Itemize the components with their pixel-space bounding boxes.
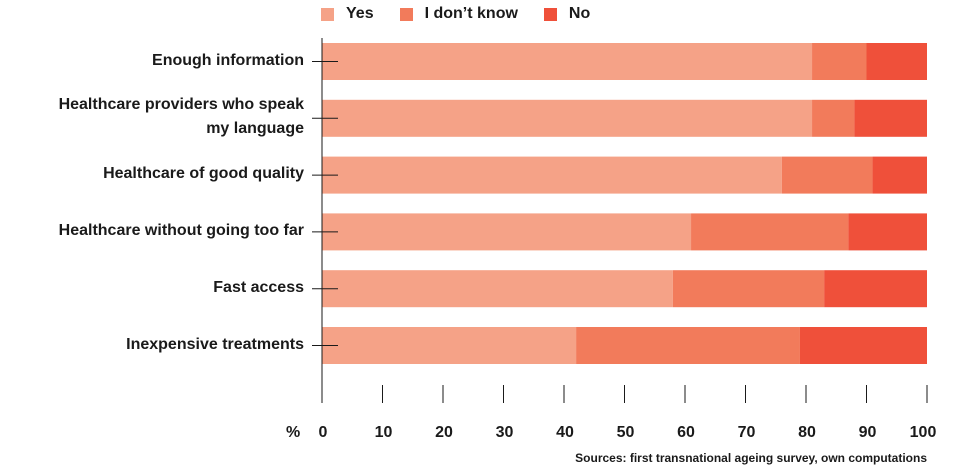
bar-segment-no-1 bbox=[854, 99, 927, 137]
chart-legend: Yes I don’t know No bbox=[321, 5, 616, 23]
category-label-line: Healthcare providers who speak bbox=[58, 96, 304, 114]
bar-segment-no-0 bbox=[866, 43, 927, 80]
legend-label-yes: Yes bbox=[346, 5, 374, 22]
category-label-line: Fast access bbox=[213, 278, 304, 296]
x-tick-label: 0 bbox=[318, 424, 328, 441]
legend-label-no: No bbox=[568, 5, 591, 22]
legend-item-yes: Yes bbox=[321, 5, 374, 23]
x-tick-label: 60 bbox=[677, 424, 695, 441]
x-tick-label: 20 bbox=[435, 424, 453, 441]
bar-segment-no-2 bbox=[872, 156, 927, 194]
x-tick-label: 80 bbox=[798, 424, 816, 441]
category-label-line: Healthcare without going too far bbox=[58, 221, 304, 239]
x-tick-label: 70 bbox=[737, 424, 756, 441]
bar-segment-no-4 bbox=[824, 270, 927, 308]
x-tick-label: 30 bbox=[495, 424, 514, 441]
bar-segment-i-don-t-know-3 bbox=[691, 213, 849, 251]
bar-segment-yes-3 bbox=[322, 213, 692, 251]
x-tick-label: 40 bbox=[556, 424, 574, 441]
bar-segment-no-3 bbox=[848, 213, 927, 251]
category-label: Enough information bbox=[0, 49, 304, 73]
category-label-line: Enough information bbox=[152, 51, 304, 69]
bar-segment-yes-4 bbox=[322, 270, 673, 308]
category-label-line: Healthcare of good quality bbox=[103, 165, 304, 183]
bar-segment-no-5 bbox=[799, 327, 927, 364]
category-label-line: Inexpensive treatments bbox=[126, 335, 304, 353]
category-label-line: my language bbox=[206, 120, 304, 138]
legend-label-dont-know: I don’t know bbox=[424, 5, 518, 22]
legend-item-dont-know: I don’t know bbox=[399, 5, 518, 23]
category-label: Healthcare of good quality bbox=[0, 162, 304, 186]
legend-item-no: No bbox=[543, 5, 591, 23]
bar-segment-i-don-t-know-5 bbox=[576, 327, 800, 364]
bar-segment-i-don-t-know-2 bbox=[781, 156, 873, 194]
bar-segment-yes-1 bbox=[322, 99, 813, 137]
bar-segment-yes-0 bbox=[322, 43, 813, 80]
category-label: Healthcare providers who speak my languag… bbox=[0, 93, 304, 141]
legend-swatch-dont-know bbox=[399, 7, 413, 21]
bar-segment-yes-2 bbox=[322, 156, 782, 194]
x-tick-label: 90 bbox=[858, 424, 877, 441]
legend-swatch-no bbox=[543, 7, 557, 21]
x-tick-label: 50 bbox=[616, 424, 635, 441]
x-tick-label: 100 bbox=[909, 424, 937, 441]
category-label: Healthcare without going too far bbox=[0, 219, 304, 243]
x-tick-label: 10 bbox=[374, 424, 393, 441]
bar-segment-i-don-t-know-1 bbox=[812, 99, 855, 137]
bar-segment-i-don-t-know-0 bbox=[812, 43, 867, 80]
x-axis-unit-label: % bbox=[286, 424, 301, 441]
legend-swatch-yes bbox=[321, 7, 334, 21]
category-label: Inexpensive treatments bbox=[0, 333, 304, 357]
category-label: Fast access bbox=[0, 276, 304, 300]
bar-segment-i-don-t-know-4 bbox=[672, 270, 825, 308]
bar-segment-yes-5 bbox=[322, 327, 577, 364]
source-note: Sources: first transnational ageing surv… bbox=[575, 451, 927, 465]
